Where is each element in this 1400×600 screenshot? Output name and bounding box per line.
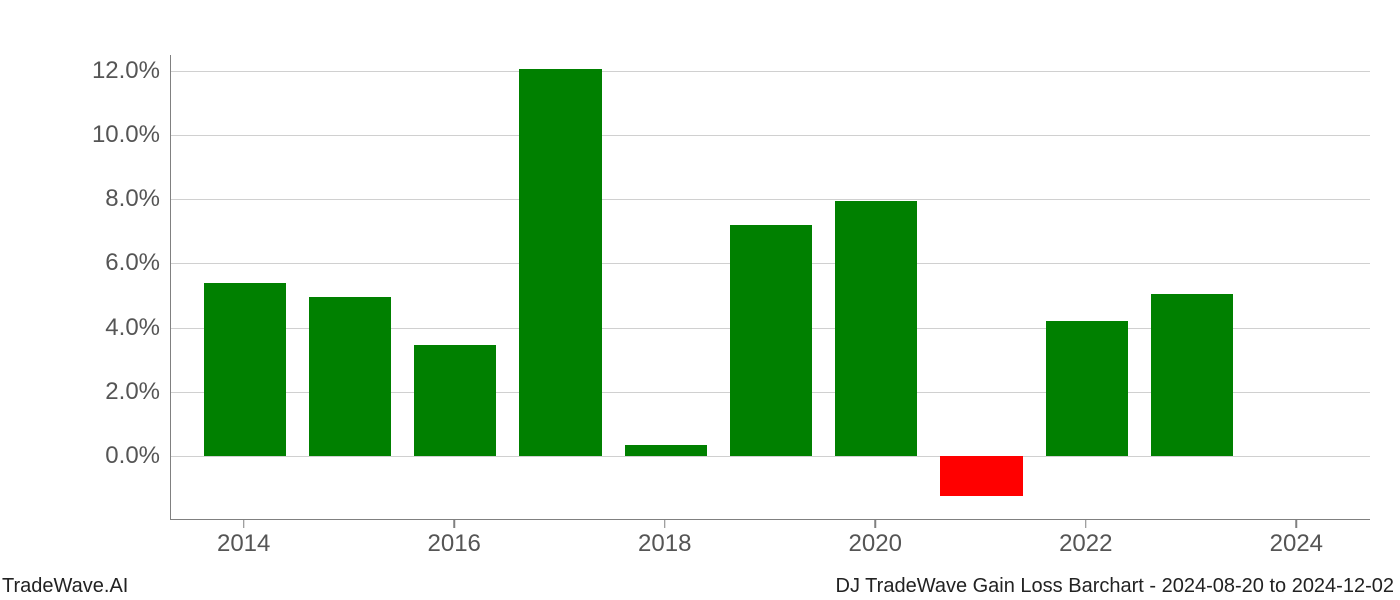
y-tick-label: 6.0% bbox=[60, 249, 160, 277]
y-tick-label: 0.0% bbox=[60, 442, 160, 470]
y-tick-label: 4.0% bbox=[60, 314, 160, 342]
bar bbox=[309, 297, 391, 456]
bar bbox=[940, 456, 1022, 496]
gridline bbox=[171, 71, 1370, 72]
x-tick-label: 2016 bbox=[428, 530, 481, 558]
y-tick-label: 12.0% bbox=[60, 57, 160, 85]
x-tick-label: 2014 bbox=[217, 530, 270, 558]
footer-left-label: TradeWave.AI bbox=[2, 575, 128, 598]
plot-area bbox=[170, 55, 1370, 520]
bar bbox=[414, 345, 496, 456]
x-tick-label: 2018 bbox=[638, 530, 691, 558]
gridline bbox=[171, 456, 1370, 457]
x-tick-mark bbox=[1085, 520, 1087, 528]
x-tick-label: 2024 bbox=[1270, 530, 1323, 558]
gridline bbox=[171, 199, 1370, 200]
y-tick-label: 10.0% bbox=[60, 121, 160, 149]
bar bbox=[730, 225, 812, 456]
x-tick-mark bbox=[875, 520, 877, 528]
x-tick-mark bbox=[243, 520, 245, 528]
x-tick-mark bbox=[453, 520, 455, 528]
gridline bbox=[171, 135, 1370, 136]
bar bbox=[1046, 321, 1128, 456]
x-tick-mark bbox=[664, 520, 666, 528]
footer-right-label: DJ TradeWave Gain Loss Barchart - 2024-0… bbox=[836, 575, 1394, 598]
y-tick-label: 2.0% bbox=[60, 378, 160, 406]
y-tick-label: 8.0% bbox=[60, 185, 160, 213]
bar bbox=[625, 445, 707, 456]
bar bbox=[204, 283, 286, 456]
bar bbox=[519, 69, 601, 455]
bar bbox=[835, 201, 917, 456]
x-tick-mark bbox=[1296, 520, 1298, 528]
x-tick-label: 2022 bbox=[1059, 530, 1112, 558]
bar bbox=[1151, 294, 1233, 456]
gain-loss-barchart: TradeWave.AI DJ TradeWave Gain Loss Barc… bbox=[0, 0, 1400, 600]
x-tick-label: 2020 bbox=[849, 530, 902, 558]
